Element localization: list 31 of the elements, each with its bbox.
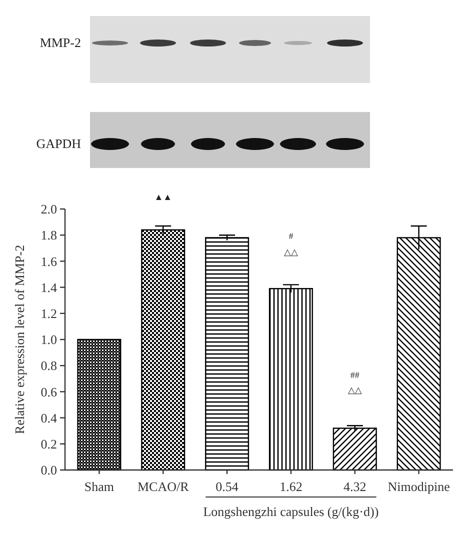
y-tick-label: 1.6 (40, 254, 58, 269)
y-tick-label: 0.2 (40, 436, 57, 452)
y-tick-label: 0.8 (40, 358, 57, 374)
annotation: △△ (348, 385, 362, 396)
y-tick-label: 0.6 (40, 384, 58, 400)
text: ▲▲ (154, 192, 172, 202)
x-tick-label: Nimodipine (388, 479, 450, 494)
annotation: ## (350, 370, 360, 380)
y-tick-label: 0.4 (40, 410, 58, 426)
y-axis-title: Relative expression level of MMP-2 (12, 244, 27, 434)
x-tick-label: 1.62 (280, 479, 302, 494)
annotation: △△ (284, 247, 298, 258)
text: GAPDH (36, 136, 81, 151)
annotation: # (288, 231, 294, 242)
y-tick-label: 1.4 (40, 280, 58, 295)
y-tick-label: 1.8 (40, 228, 57, 243)
x-tick-label: MCAO/R (137, 479, 190, 494)
bar (141, 229, 186, 471)
y-tick-label: 0.0 (40, 462, 57, 478)
bar (205, 237, 250, 471)
x-tick-label: 0.54 (216, 479, 239, 494)
y-tick-label: 2.0 (40, 202, 57, 217)
bar (332, 428, 377, 471)
y-tick-label: 1.0 (40, 332, 57, 348)
y-tick-label: 1.2 (40, 306, 57, 321)
x-tick-label: 4.32 (344, 479, 366, 494)
bar (268, 288, 313, 471)
bar (77, 338, 122, 471)
x-tick-label: Sham (84, 479, 114, 494)
x-axis-title: Longshengzhi capsules (g/(kg·d)) (203, 504, 379, 519)
text: MMP-2 (40, 35, 81, 50)
